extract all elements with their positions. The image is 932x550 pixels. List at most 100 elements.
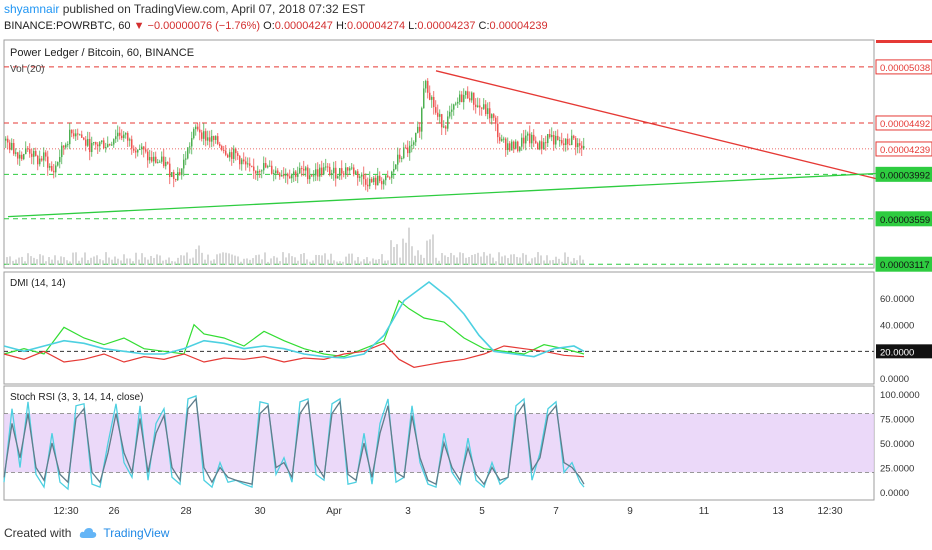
price-axis-label: 0.00004492 (880, 119, 930, 130)
volume-bar (399, 257, 401, 265)
candle-body (267, 166, 269, 168)
candle-body (29, 149, 31, 154)
volume-bar (324, 253, 326, 265)
candle-body (383, 180, 385, 185)
candle-body (379, 175, 381, 182)
volume-bar (162, 260, 164, 265)
candle-body (115, 136, 117, 140)
candle-body (419, 126, 421, 132)
candle-body (119, 132, 121, 136)
candle-body (569, 144, 571, 146)
volume-bar (270, 258, 272, 265)
candle-body (549, 133, 551, 138)
candle-body (19, 154, 21, 159)
candle-body (317, 169, 319, 177)
candle-body (117, 132, 119, 137)
x-tick-label: 12:30 (817, 506, 842, 517)
candle-body (305, 167, 307, 171)
candle-body (183, 159, 185, 169)
volume-bar (561, 261, 563, 265)
footer: Created with TradingView (4, 526, 169, 540)
candle-body (57, 162, 59, 166)
volume-bar (471, 254, 473, 265)
volume-bar (129, 258, 131, 265)
volume-bar (507, 258, 509, 265)
volume-bar (51, 259, 53, 265)
volume-bar (180, 255, 182, 265)
volume-bar (582, 259, 584, 265)
candle-body (59, 157, 61, 163)
candle-body (445, 126, 447, 129)
adx-line (3, 280, 585, 359)
volume-bar (111, 259, 113, 265)
candle-body (259, 171, 261, 173)
candle-body (421, 108, 423, 132)
candle-body (375, 177, 377, 186)
volume-bar (243, 258, 245, 265)
volume-bar (108, 257, 110, 265)
volume-bar (168, 257, 170, 265)
author-link[interactable]: shyamnair (4, 2, 60, 16)
price-axis-box (875, 211, 932, 227)
low-label: L: (408, 20, 418, 32)
volume-bar (393, 247, 395, 265)
candle-body (341, 168, 343, 174)
candle-body (301, 168, 303, 170)
volume-bar (105, 252, 107, 265)
ohlc-header: BINANCE:POWRBTC, 60 ▼ −0.00000076 (−1.76… (4, 20, 548, 32)
candle-body (311, 175, 313, 177)
price-pane-title: Power Ledger / Bitcoin, 60, BINANCE (10, 47, 194, 59)
volume-bar (147, 259, 149, 265)
x-tick-label: 13 (772, 506, 784, 517)
x-tick-label: 12:30 (53, 506, 78, 517)
volume-bar (75, 252, 77, 265)
candle-body (163, 156, 165, 167)
candle-body (213, 136, 215, 140)
candle-body (507, 143, 509, 151)
candle-body (505, 138, 507, 151)
tradingview-brand[interactable]: TradingView (103, 526, 170, 540)
volume-bar (144, 257, 146, 265)
candle-body (131, 139, 133, 149)
stoch-d-line (3, 397, 585, 486)
candle-body (541, 141, 543, 149)
candle-body (177, 172, 179, 181)
volume-bar (276, 257, 278, 265)
x-tick-label: Apr (326, 506, 342, 517)
candle-body (449, 111, 451, 117)
candle-body (51, 166, 53, 171)
volume-bar (480, 256, 482, 265)
volume-bar (84, 252, 86, 265)
volume-bar (579, 255, 581, 265)
candle-body (189, 146, 191, 148)
candle-body (413, 142, 415, 145)
symbol-label: BINANCE:POWRBTC, 60 (4, 20, 131, 32)
volume-bar (453, 255, 455, 265)
candle-body (61, 145, 63, 158)
volume-bar (225, 252, 227, 265)
candle-body (463, 94, 465, 103)
candle-body (381, 181, 383, 185)
candle-body (165, 162, 167, 167)
candle-body (515, 141, 517, 149)
volume-bar (348, 253, 350, 265)
volume-bar (258, 254, 260, 265)
candle-body (277, 170, 279, 174)
candle-body (133, 148, 135, 151)
volume-bar (54, 255, 56, 265)
volume-bar (204, 259, 206, 265)
volume-bar (93, 256, 95, 265)
volume-bar (426, 240, 428, 265)
candle-body (325, 166, 327, 168)
candle-body (297, 173, 299, 177)
volume-bar (48, 257, 50, 265)
candle-body (547, 133, 549, 144)
candle-body (129, 139, 131, 141)
candle-body (255, 170, 257, 174)
candle-body (217, 136, 219, 144)
candle-body (55, 165, 57, 173)
volume-bar (516, 256, 518, 265)
volume-bar (387, 260, 389, 265)
candle-body (171, 172, 173, 177)
